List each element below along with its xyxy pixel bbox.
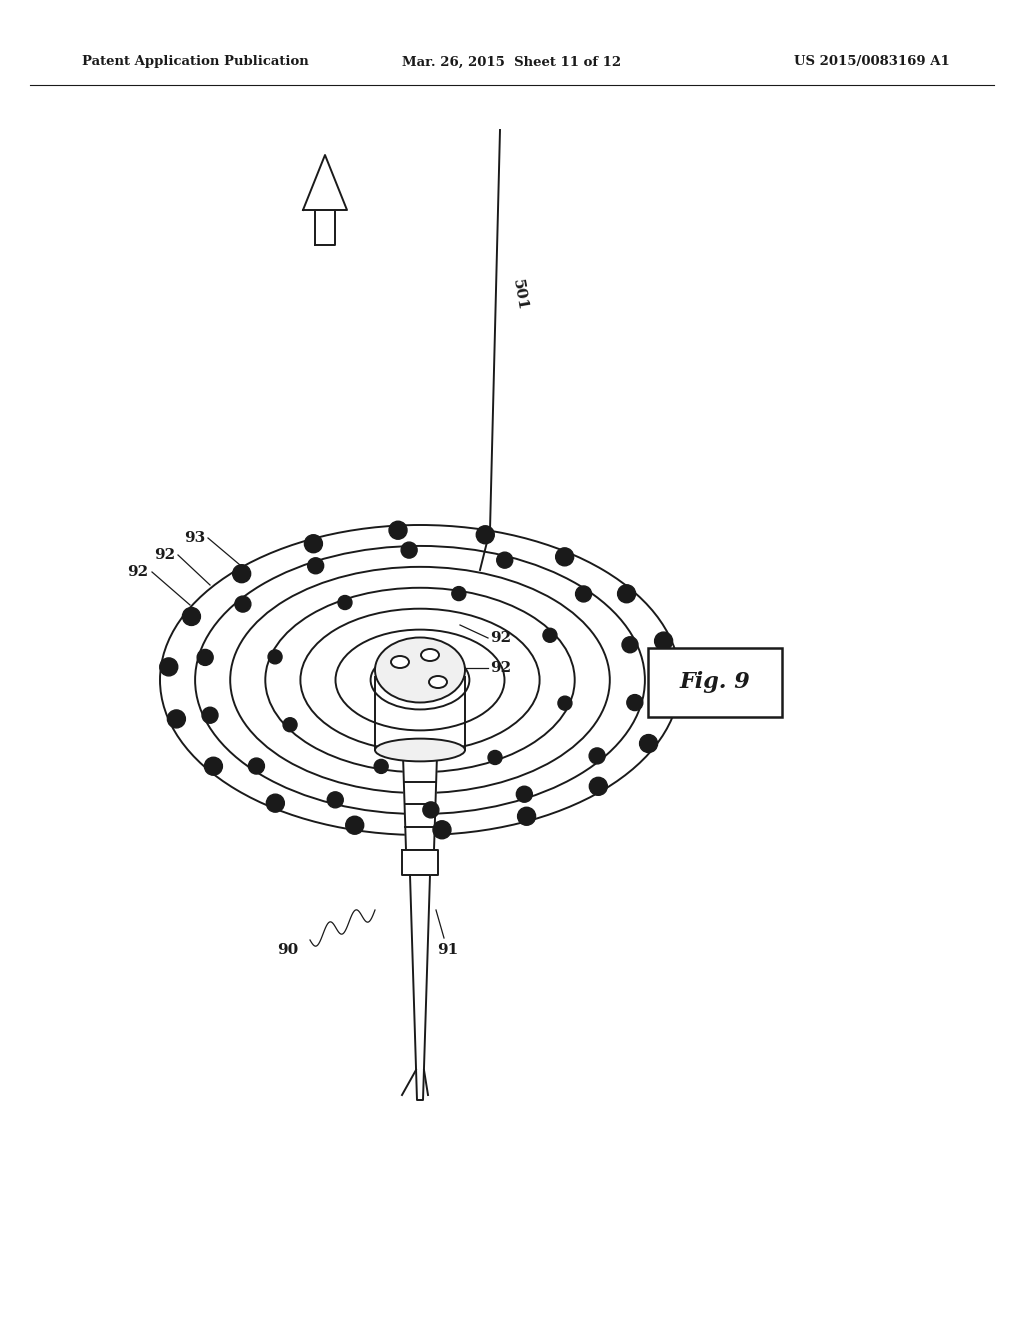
Polygon shape	[315, 210, 335, 246]
Circle shape	[589, 748, 605, 764]
Circle shape	[401, 543, 417, 558]
Circle shape	[640, 734, 657, 752]
Circle shape	[374, 759, 388, 774]
Circle shape	[556, 548, 573, 566]
Circle shape	[232, 565, 251, 582]
Circle shape	[266, 795, 285, 812]
Text: Patent Application Publication: Patent Application Publication	[82, 55, 309, 69]
Text: US 2015/0083169 A1: US 2015/0083169 A1	[795, 55, 950, 69]
Text: Fig. 9: Fig. 9	[680, 671, 751, 693]
Circle shape	[433, 821, 451, 838]
Circle shape	[234, 597, 251, 612]
Circle shape	[249, 758, 264, 774]
Circle shape	[328, 792, 343, 808]
Circle shape	[452, 586, 466, 601]
FancyBboxPatch shape	[648, 648, 782, 717]
Circle shape	[497, 552, 513, 568]
Circle shape	[590, 777, 607, 796]
Circle shape	[283, 718, 297, 731]
Circle shape	[476, 525, 495, 544]
Polygon shape	[403, 755, 437, 850]
Text: 92: 92	[490, 661, 511, 675]
Circle shape	[654, 632, 673, 649]
Circle shape	[198, 649, 213, 665]
Circle shape	[516, 787, 532, 803]
Text: 91: 91	[437, 942, 459, 957]
Circle shape	[622, 636, 638, 653]
Circle shape	[617, 585, 636, 603]
Circle shape	[202, 708, 218, 723]
Circle shape	[389, 521, 407, 540]
Ellipse shape	[429, 676, 447, 688]
Circle shape	[423, 801, 439, 818]
Ellipse shape	[421, 649, 439, 661]
Circle shape	[307, 558, 324, 574]
Circle shape	[160, 657, 178, 676]
Text: 93: 93	[183, 531, 205, 545]
Circle shape	[304, 535, 323, 553]
Polygon shape	[303, 154, 347, 210]
Circle shape	[663, 684, 680, 702]
Circle shape	[205, 758, 222, 775]
Circle shape	[338, 595, 352, 610]
Ellipse shape	[375, 739, 465, 762]
Circle shape	[517, 808, 536, 825]
Circle shape	[488, 751, 502, 764]
Circle shape	[543, 628, 557, 643]
Circle shape	[575, 586, 592, 602]
Circle shape	[558, 696, 572, 710]
Text: 92: 92	[490, 631, 511, 645]
Circle shape	[167, 710, 185, 727]
Circle shape	[346, 816, 364, 834]
Circle shape	[182, 607, 201, 626]
Polygon shape	[410, 875, 430, 1100]
Text: 90: 90	[278, 942, 299, 957]
Circle shape	[627, 694, 643, 710]
Text: 92: 92	[127, 565, 148, 579]
Text: 92: 92	[154, 548, 175, 562]
Text: 501: 501	[510, 279, 529, 312]
Ellipse shape	[391, 656, 409, 668]
Ellipse shape	[375, 638, 465, 702]
Polygon shape	[402, 850, 438, 875]
Circle shape	[268, 649, 282, 664]
Text: Mar. 26, 2015  Sheet 11 of 12: Mar. 26, 2015 Sheet 11 of 12	[402, 55, 622, 69]
